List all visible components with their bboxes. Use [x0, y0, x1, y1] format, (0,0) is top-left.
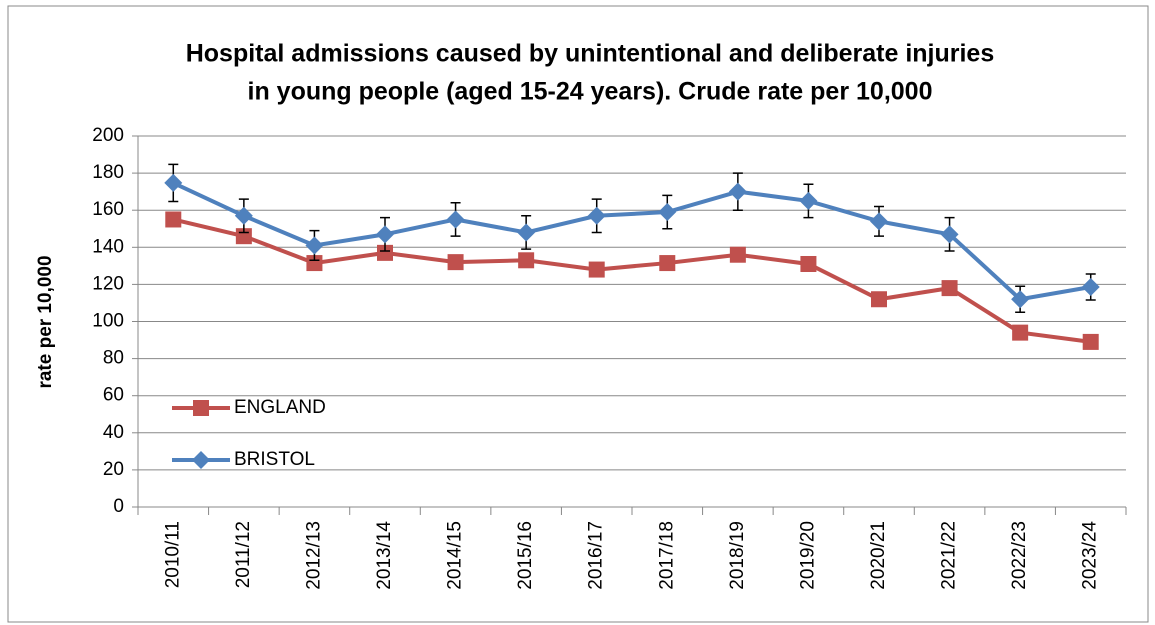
data-point — [1012, 324, 1029, 341]
data-point — [870, 212, 888, 231]
data-point — [518, 252, 535, 269]
y-axis-label: rate per 10,000 — [35, 255, 56, 388]
y-tick-label: 40 — [103, 422, 124, 443]
y-tick-label: 180 — [92, 162, 124, 183]
data-point — [941, 280, 958, 297]
data-point — [376, 225, 394, 244]
data-point — [164, 173, 183, 192]
data-point — [800, 255, 817, 272]
chart-frame — [7, 5, 1149, 623]
y-tick-label: 20 — [103, 459, 124, 480]
x-tick-label: 2017/18 — [656, 521, 677, 590]
data-point — [728, 182, 747, 201]
series-line — [172, 181, 1092, 302]
y-tick-label: 200 — [92, 125, 124, 146]
chart-title: Hospital admissions caused by unintentio… — [186, 40, 995, 68]
y-tick-label: 140 — [92, 236, 124, 257]
data-point — [659, 255, 676, 272]
x-tick-label: 2016/17 — [586, 521, 607, 590]
x-tick-label: 2018/19 — [727, 521, 748, 590]
x-tick-label: 2022/23 — [1009, 521, 1030, 590]
y-tick-label: 120 — [92, 273, 124, 294]
data-point — [799, 191, 818, 210]
legend-label: ENGLAND — [234, 397, 326, 418]
series-line — [172, 217, 1091, 344]
y-tick-label: 0 — [113, 496, 124, 517]
chart-title: in young people (aged 15-24 years). Crud… — [248, 78, 933, 106]
data-point — [306, 255, 323, 272]
x-tick-label: 2010/11 — [162, 521, 183, 588]
data-point — [1081, 277, 1100, 296]
data-point — [658, 203, 677, 222]
legend-marker — [192, 451, 210, 469]
x-tick-label: 2015/16 — [515, 521, 536, 590]
x-tick-label: 2019/20 — [797, 521, 818, 590]
y-tick-label: 100 — [92, 311, 124, 332]
data-point — [165, 211, 182, 228]
data-point — [587, 206, 606, 225]
data-point — [377, 244, 393, 261]
x-tick-label: 2020/21 — [868, 521, 889, 590]
x-tick-label: 2011/12 — [233, 521, 254, 588]
x-tick-label: 2023/24 — [1080, 521, 1101, 590]
data-point — [446, 210, 465, 229]
data-point — [305, 236, 324, 255]
y-tick-label: 60 — [103, 385, 124, 406]
data-point — [234, 206, 253, 225]
data-point — [517, 223, 536, 242]
x-tick-label: 2014/15 — [445, 521, 466, 590]
data-point — [940, 225, 959, 244]
data-point — [1011, 290, 1030, 309]
x-tick-label: 2021/22 — [939, 521, 960, 590]
x-tick-label: 2013/14 — [374, 521, 395, 590]
y-tick-label: 160 — [92, 199, 124, 220]
data-point — [871, 291, 887, 308]
x-tick-label: 2012/13 — [303, 521, 324, 590]
data-point — [729, 246, 746, 263]
data-point — [447, 254, 464, 271]
legend-label: BRISTOL — [234, 449, 315, 470]
data-point — [588, 261, 605, 278]
data-point — [1082, 333, 1099, 350]
legend-marker — [193, 400, 209, 416]
y-tick-label: 80 — [103, 348, 124, 369]
